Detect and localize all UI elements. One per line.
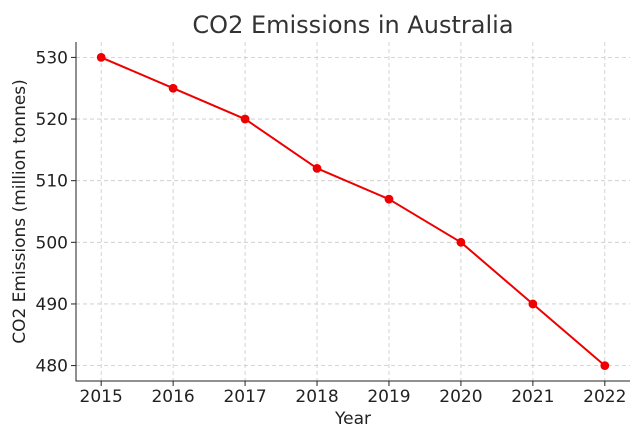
series-layer	[96, 53, 610, 370]
y-tick-label: 490	[36, 295, 68, 315]
y-tick-label: 500	[36, 233, 68, 253]
chart-title: CO2 Emissions in Australia	[192, 11, 513, 39]
x-axis-label: Year	[334, 409, 371, 429]
data-point	[240, 114, 250, 124]
x-tick-label: 2019	[367, 387, 410, 407]
y-axis-label: CO2 Emissions (million tonnes)	[10, 79, 30, 344]
y-tick-label: 480	[36, 357, 68, 377]
axes-frame	[75, 42, 630, 382]
data-point	[384, 194, 394, 204]
x-tick-label: 2016	[151, 387, 194, 407]
x-tick-label: 2022	[583, 387, 626, 407]
data-point	[528, 299, 538, 309]
data-point	[600, 361, 610, 370]
tick-layer: 2015 2016 2017 2018 2019 2020 2021 2022 480 490 50…	[36, 48, 627, 407]
x-tick-label: 2021	[511, 387, 554, 407]
x-tick-label: 2020	[439, 387, 482, 407]
data-point	[96, 53, 106, 62]
y-tick-label: 530	[36, 48, 68, 68]
data-point	[456, 237, 466, 247]
x-tick-label: 2018	[295, 387, 338, 407]
data-point	[168, 83, 178, 93]
axes-layer	[75, 42, 630, 382]
series-line	[100, 56, 606, 367]
data-point	[312, 163, 322, 173]
grid-layer	[76, 42, 630, 381]
y-tick-label: 520	[36, 110, 68, 130]
x-tick-label: 2015	[80, 387, 123, 407]
x-tick-label: 2017	[223, 387, 266, 407]
y-tick-label: 510	[36, 172, 68, 192]
